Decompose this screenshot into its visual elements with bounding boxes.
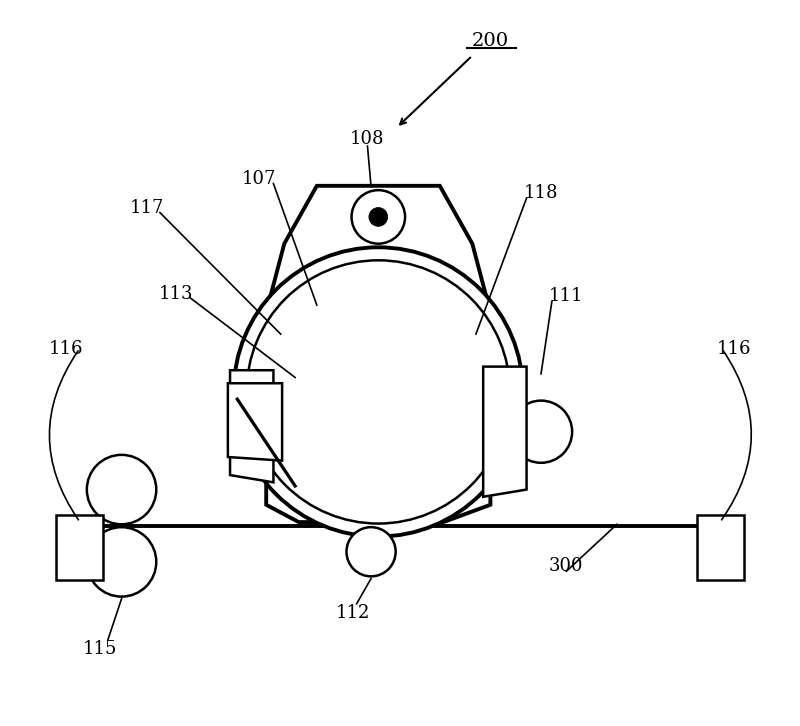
Circle shape bbox=[246, 261, 510, 523]
Text: 107: 107 bbox=[242, 170, 276, 187]
Circle shape bbox=[510, 401, 572, 462]
Text: 200: 200 bbox=[472, 32, 509, 50]
Text: 108: 108 bbox=[350, 130, 385, 148]
Circle shape bbox=[346, 527, 396, 576]
Polygon shape bbox=[483, 367, 526, 497]
Circle shape bbox=[87, 527, 156, 597]
Text: 115: 115 bbox=[82, 640, 117, 658]
Text: 300: 300 bbox=[549, 557, 583, 574]
Polygon shape bbox=[230, 370, 274, 482]
Circle shape bbox=[234, 248, 523, 537]
Text: 113: 113 bbox=[158, 285, 193, 303]
Text: 116: 116 bbox=[717, 340, 751, 357]
Polygon shape bbox=[228, 383, 282, 460]
Circle shape bbox=[351, 190, 405, 244]
Polygon shape bbox=[266, 186, 490, 522]
Bar bbox=[57, 515, 103, 580]
Text: 117: 117 bbox=[130, 198, 164, 216]
Text: 116: 116 bbox=[49, 340, 83, 357]
Bar bbox=[697, 515, 743, 580]
Text: 111: 111 bbox=[549, 287, 583, 306]
Text: 112: 112 bbox=[336, 603, 370, 621]
Circle shape bbox=[87, 455, 156, 524]
Text: 118: 118 bbox=[524, 184, 558, 202]
Circle shape bbox=[369, 208, 388, 227]
